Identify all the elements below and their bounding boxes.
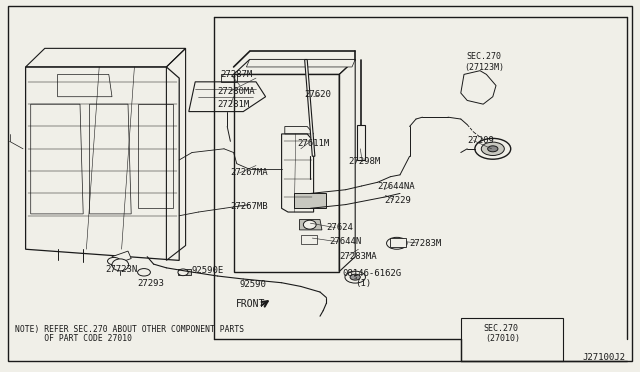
Text: 27611M: 27611M [298, 139, 330, 148]
Polygon shape [112, 251, 131, 264]
Text: 27209: 27209 [467, 136, 494, 145]
Polygon shape [357, 125, 365, 160]
Text: J27100J2: J27100J2 [582, 353, 625, 362]
Bar [461, 318, 563, 361]
Text: 92590: 92590 [240, 280, 267, 289]
Text: 27298M: 27298M [349, 157, 381, 166]
Ellipse shape [393, 240, 403, 246]
Text: FRONT: FRONT [236, 299, 265, 309]
Text: 27281M: 27281M [218, 100, 250, 109]
Text: S: S [353, 275, 356, 280]
Polygon shape [301, 235, 317, 244]
Ellipse shape [178, 269, 188, 276]
Ellipse shape [350, 274, 360, 280]
Text: 27620: 27620 [304, 90, 331, 99]
Text: SEC.270: SEC.270 [484, 324, 519, 333]
Text: 27267MB: 27267MB [230, 202, 268, 211]
Text: 08146-6162G: 08146-6162G [342, 269, 401, 278]
Text: 27293: 27293 [138, 279, 164, 288]
Ellipse shape [387, 237, 407, 249]
Text: 27644NA: 27644NA [378, 182, 415, 191]
Ellipse shape [488, 146, 498, 152]
Polygon shape [461, 71, 496, 104]
Text: 27287M: 27287M [221, 70, 253, 79]
Ellipse shape [112, 259, 129, 271]
Text: 27280MA: 27280MA [218, 87, 255, 96]
Text: 27624: 27624 [326, 223, 353, 232]
Ellipse shape [108, 257, 120, 265]
Text: 27283MA: 27283MA [339, 252, 377, 261]
Text: 27267MA: 27267MA [230, 169, 268, 177]
Text: OF PART CODE 27010: OF PART CODE 27010 [15, 334, 132, 343]
Text: SEC.270: SEC.270 [466, 52, 501, 61]
Text: 27283M: 27283M [410, 239, 442, 248]
Ellipse shape [481, 142, 504, 155]
Polygon shape [305, 60, 315, 156]
Text: 27229: 27229 [384, 196, 411, 205]
Text: 27723N: 27723N [106, 265, 138, 274]
Ellipse shape [345, 271, 365, 283]
Polygon shape [300, 219, 322, 230]
Polygon shape [390, 238, 406, 247]
Polygon shape [178, 269, 191, 275]
Text: (27010): (27010) [485, 334, 520, 343]
Ellipse shape [138, 269, 150, 276]
Text: NOTE) REFER SEC.270 ABOUT OTHER COMPONENT PARTS: NOTE) REFER SEC.270 ABOUT OTHER COMPONEN… [15, 325, 244, 334]
Ellipse shape [475, 138, 511, 159]
Polygon shape [246, 60, 355, 67]
Text: 92590E: 92590E [192, 266, 224, 275]
Polygon shape [294, 193, 326, 208]
Ellipse shape [303, 220, 316, 229]
Text: (1): (1) [355, 279, 371, 288]
Text: 27644N: 27644N [330, 237, 362, 246]
Text: (27123M): (27123M) [465, 63, 504, 72]
